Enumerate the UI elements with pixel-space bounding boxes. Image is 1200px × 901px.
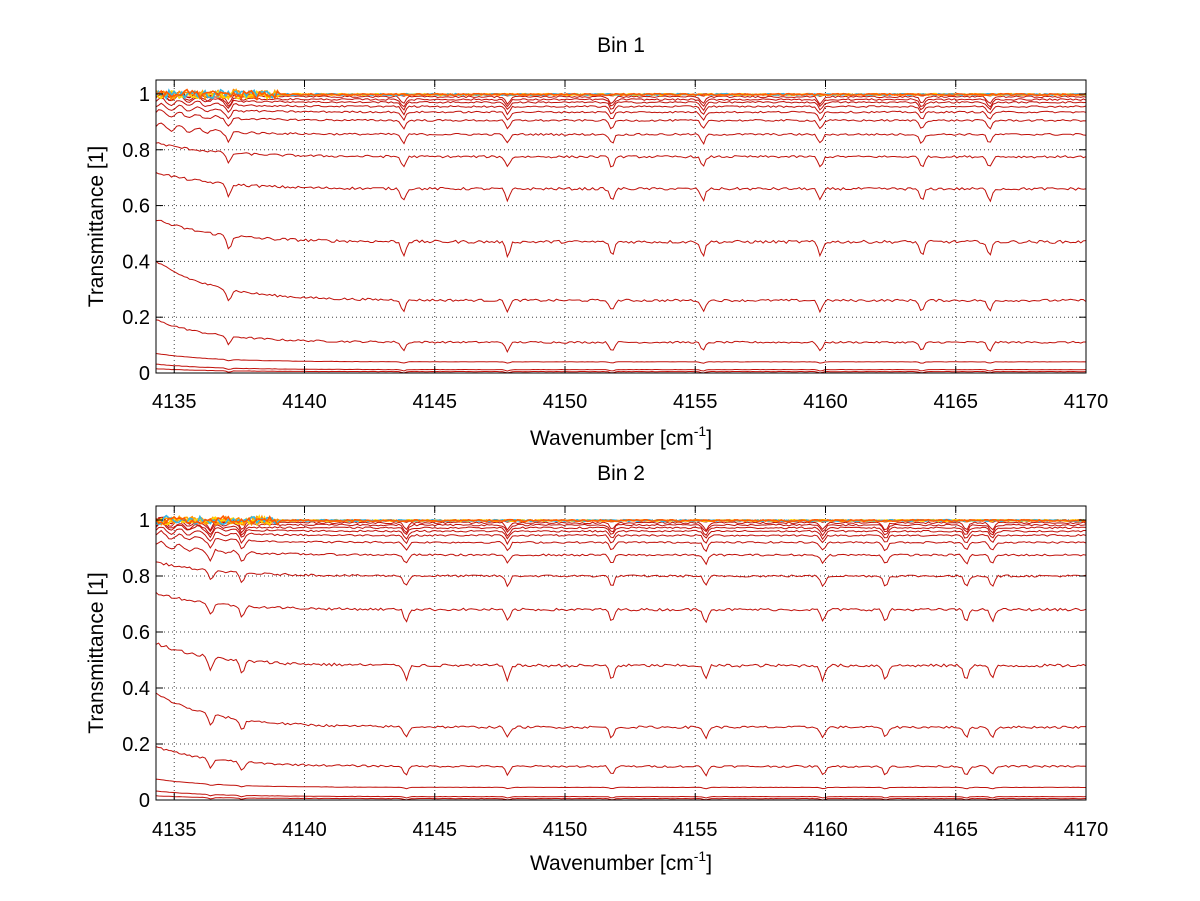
series-line-6 bbox=[155, 219, 1087, 259]
chart-panel-2: Bin 2 4135 4140 4145 4150 4155 4160 4165 4170 0 0.… bbox=[85, 462, 1108, 875]
x-axis-label-main: Wavenumber [cm bbox=[530, 427, 694, 450]
top-band-line-5 bbox=[155, 514, 1087, 526]
series-line-2 bbox=[155, 790, 1087, 799]
x-axis-label-sup: -1 bbox=[694, 848, 707, 864]
series-line-9 bbox=[155, 540, 1087, 566]
series-line-9 bbox=[155, 122, 1087, 146]
series-line-8 bbox=[155, 142, 1087, 168]
x-tick-label: 4165 bbox=[933, 819, 978, 841]
series-group bbox=[155, 514, 1087, 801]
series-line-4 bbox=[155, 746, 1087, 777]
grid bbox=[156, 506, 1087, 801]
y-tick-label: 0.6 bbox=[122, 196, 150, 218]
axes-frame bbox=[155, 505, 1087, 801]
x-tick-label: 4160 bbox=[803, 819, 848, 841]
x-axis-label-sup: -1 bbox=[694, 423, 707, 439]
series-line-5 bbox=[155, 692, 1086, 740]
series-line-7 bbox=[155, 172, 1087, 203]
series-line-3 bbox=[155, 778, 1086, 790]
series-line-8 bbox=[155, 561, 1087, 588]
y-tick-label: 0 bbox=[139, 790, 150, 812]
x-tick-label: 4170 bbox=[1064, 391, 1109, 413]
series-line-12 bbox=[155, 521, 1086, 541]
x-tick-label: 4150 bbox=[543, 819, 588, 841]
x-tick-label: 4160 bbox=[803, 391, 848, 413]
series-line-1 bbox=[155, 368, 1087, 374]
series-line-3 bbox=[155, 353, 1087, 364]
x-tick-label: 4135 bbox=[152, 391, 197, 413]
top-band-line-5 bbox=[155, 88, 1087, 101]
x-axis-label-suffix: ] bbox=[706, 427, 712, 450]
y-tick-label: 1 bbox=[139, 510, 150, 532]
series-line-11 bbox=[155, 102, 1087, 122]
series-line-7 bbox=[155, 591, 1087, 624]
x-axis-label-main: Wavenumber [cm bbox=[530, 852, 694, 875]
y-axis-label: Transmittance [1] bbox=[85, 146, 108, 307]
y-tick-label: 0.6 bbox=[122, 622, 150, 644]
x-tick-label: 4145 bbox=[412, 819, 457, 841]
x-tick-label: 4140 bbox=[282, 391, 327, 413]
series-line-15 bbox=[155, 90, 1087, 106]
x-tick-label: 4155 bbox=[673, 819, 718, 841]
series-line-14 bbox=[155, 518, 1087, 534]
grid bbox=[156, 80, 1087, 374]
series-line-5 bbox=[155, 260, 1087, 314]
x-axis-label-suffix: ] bbox=[706, 852, 712, 875]
x-tick-label: 4155 bbox=[673, 391, 718, 413]
y-axis-label: Transmittance [1] bbox=[85, 572, 108, 733]
series-line-13 bbox=[155, 93, 1087, 112]
y-tick-label: 0.4 bbox=[122, 678, 150, 700]
series-line-12 bbox=[155, 97, 1087, 116]
axes-frame bbox=[155, 79, 1087, 374]
series-group bbox=[155, 88, 1087, 374]
y-tick-label: 1 bbox=[139, 84, 150, 106]
series-line-1 bbox=[155, 795, 1087, 801]
x-tick-label: 4135 bbox=[152, 819, 197, 841]
x-tick-label: 4140 bbox=[282, 819, 327, 841]
x-tick-label: 4170 bbox=[1064, 819, 1109, 841]
series-line-6 bbox=[155, 642, 1087, 683]
series-line-14 bbox=[155, 93, 1087, 108]
y-tick-label: 0.2 bbox=[122, 307, 150, 329]
series-line-10 bbox=[155, 109, 1087, 130]
series-line-4 bbox=[155, 319, 1086, 353]
x-tick-label: 4145 bbox=[412, 391, 457, 413]
series-line-2 bbox=[155, 363, 1087, 372]
y-tick-label: 0.8 bbox=[122, 566, 150, 588]
series-line-11 bbox=[155, 526, 1087, 546]
y-tick-label: 0.4 bbox=[122, 251, 150, 273]
y-tick-label: 0.8 bbox=[122, 140, 150, 162]
chart-panel-1: Bin 1 4135 4140 4145 4150 4155 4160 4165 4170 0 0.… bbox=[85, 34, 1108, 450]
chart-title: Bin 1 bbox=[597, 34, 645, 57]
y-tick-label: 0.2 bbox=[122, 734, 150, 756]
x-axis-label: Wavenumber [cm-1] bbox=[530, 423, 712, 450]
chart-title: Bin 2 bbox=[597, 462, 645, 485]
y-tick-label: 0 bbox=[139, 363, 150, 385]
x-axis-label: Wavenumber [cm-1] bbox=[530, 848, 712, 875]
x-tick-label: 4165 bbox=[933, 391, 978, 413]
x-tick-label: 4150 bbox=[543, 391, 588, 413]
series-line-10 bbox=[155, 529, 1087, 553]
series-line-13 bbox=[155, 521, 1087, 537]
